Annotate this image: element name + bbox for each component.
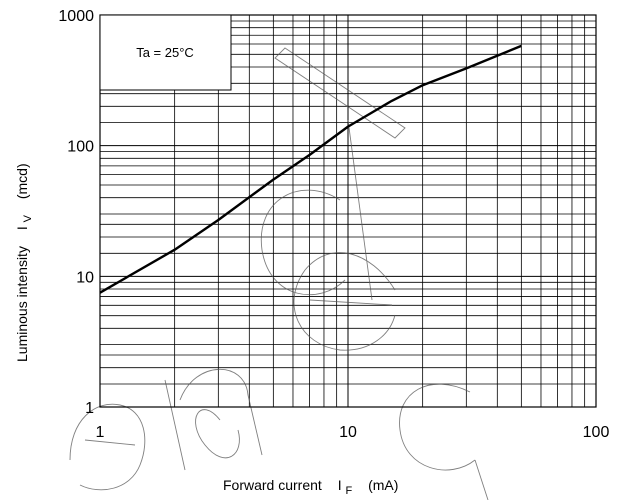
x-axis-subscript: F [345, 485, 352, 497]
x-tick-labels: 1 10 100 [96, 424, 610, 441]
y-axis-unit: (mcd) [14, 163, 30, 199]
y-tick-label: 100 [67, 139, 94, 156]
annotation-box [99, 14, 232, 91]
major-gridlines [100, 15, 596, 407]
y-axis-subscript: V [22, 214, 34, 222]
series-line [99, 44, 522, 294]
y-axis-title: Luminous intensity I V (mcd) [14, 163, 34, 362]
annotation-text: Ta = 25°C [136, 45, 194, 60]
x-axis-label: Forward current [223, 477, 322, 493]
y-tick-labels: 1 10 100 1000 [58, 8, 94, 417]
plot-area [99, 14, 597, 408]
x-tick-label: 10 [339, 424, 357, 441]
x-axis-title: Forward current I F (mA) [223, 477, 398, 497]
y-tick-label: 1 [85, 400, 94, 417]
watermark [69, 47, 489, 500]
x-tick-label: 1 [96, 424, 105, 441]
y-axis-symbol: I [14, 226, 30, 230]
x-tick-label: 100 [583, 424, 610, 441]
y-tick-label: 10 [76, 269, 94, 286]
condition-annotation: Ta = 25°C [99, 14, 232, 91]
x-axis-symbol: I [338, 477, 342, 493]
x-axis-unit: (mA) [368, 477, 398, 493]
y-tick-label: 1000 [58, 8, 94, 25]
y-axis-label: Luminous intensity [14, 246, 30, 362]
